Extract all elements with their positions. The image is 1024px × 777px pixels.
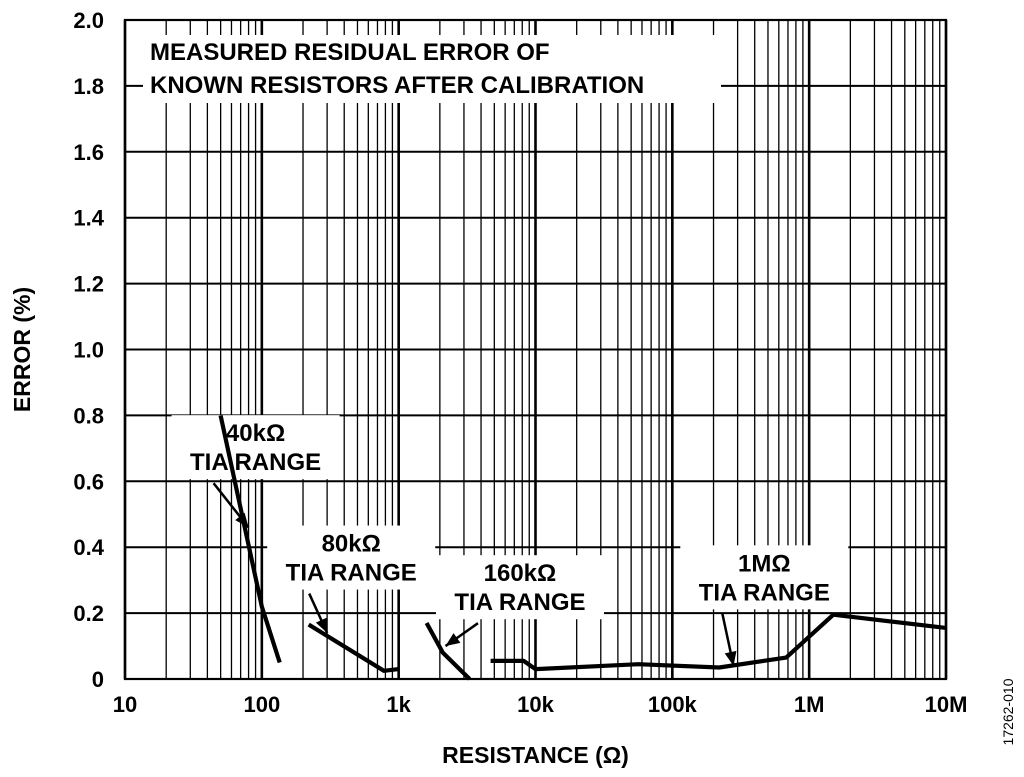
annotation-arrow-head xyxy=(445,633,461,647)
annotation-label: 160kΩ xyxy=(484,560,557,587)
x-tick-label: 1M xyxy=(794,692,825,717)
series-lines xyxy=(218,414,947,681)
y-tick-label: 0.6 xyxy=(73,469,104,494)
annotation-label: TIA RANGE xyxy=(286,560,417,587)
y-tick-label: 2.0 xyxy=(73,8,104,33)
x-tick-label: 10k xyxy=(517,692,554,717)
annotation-label: 40kΩ xyxy=(226,420,285,447)
x-tick-label: 10M xyxy=(925,692,968,717)
series-line-3 xyxy=(424,621,472,681)
y-tick-label: 1.2 xyxy=(73,272,104,297)
y-tick-label: 0.2 xyxy=(73,601,104,626)
annotation-label: 80kΩ xyxy=(322,531,381,558)
x-tick-label: 1k xyxy=(386,692,411,717)
y-tick-label: 0.4 xyxy=(73,535,104,560)
chart-title-line-2: KNOWN RESISTORS AFTER CALIBRATION xyxy=(150,72,644,99)
annotation-background xyxy=(435,555,604,620)
y-tick-labels: 0 0.2 0.4 0.6 0.8 1.0 1.2 1.4 1.6 1.8 2.0 xyxy=(73,8,104,692)
chart-title-line-1: MEASURED RESIDUAL ERROR OF xyxy=(150,39,550,66)
x-tick-label: 100k xyxy=(648,692,698,717)
series-line-2 xyxy=(307,622,399,673)
y-tick-label: 0.8 xyxy=(73,403,104,428)
y-axis-title: ERROR (%) xyxy=(9,287,35,412)
annotation-label: TIA RANGE xyxy=(454,589,585,616)
x-tick-label: 100 xyxy=(243,692,280,717)
plot-frame xyxy=(123,18,948,681)
annotation-arrow-head xyxy=(315,617,328,633)
y-tick-label: 1.6 xyxy=(73,140,104,165)
figure-id: 17262-010 xyxy=(1000,678,1016,745)
y-tick-label: 1.8 xyxy=(73,74,104,99)
y-tick-label: 1.0 xyxy=(73,338,104,363)
annotation-label: TIA RANGE xyxy=(699,579,830,606)
x-tick-labels: 10 100 1k 10k 100k 1M 10M xyxy=(113,692,968,717)
annotation-background xyxy=(171,415,340,480)
annotation-label: 1MΩ xyxy=(738,550,791,577)
annotation-label: TIA RANGE xyxy=(190,449,321,476)
y-tick-label: 1.4 xyxy=(73,206,104,231)
annotation-background xyxy=(680,545,849,610)
title-background xyxy=(143,35,721,103)
series-line-4 xyxy=(490,612,947,672)
x-axis-title: RESISTANCE (Ω) xyxy=(442,742,629,768)
y-tick-label: 0 xyxy=(92,667,104,692)
series-line-1 xyxy=(218,414,282,664)
annotation-background xyxy=(267,525,436,590)
annotation-arrow-head xyxy=(724,650,737,666)
x-tick-label: 10 xyxy=(113,692,137,717)
